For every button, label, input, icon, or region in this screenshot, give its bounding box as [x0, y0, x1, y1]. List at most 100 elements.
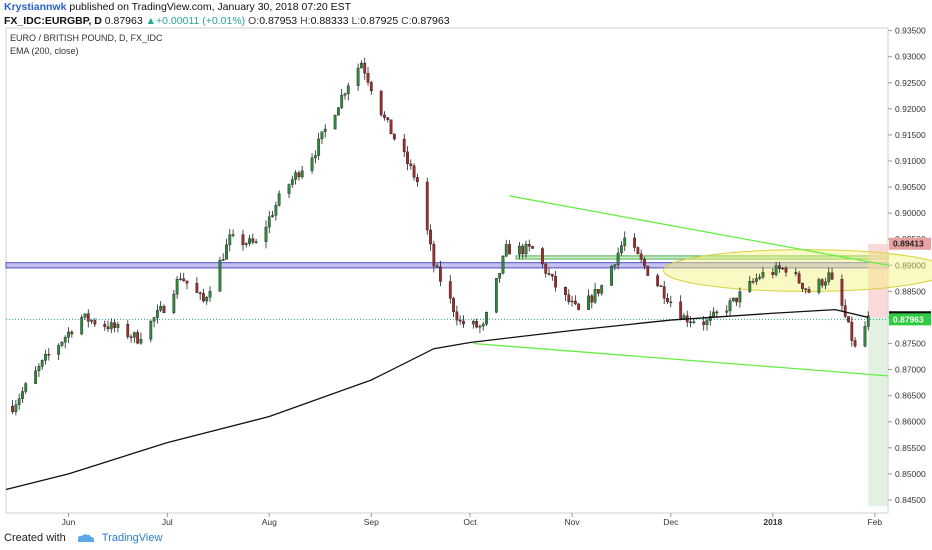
- candle: [37, 366, 41, 372]
- candle: [494, 278, 498, 313]
- candle: [86, 313, 90, 322]
- tradingview-link[interactable]: TradingView: [101, 532, 163, 544]
- candle: [544, 263, 548, 274]
- y-tick-label: 0.85500: [895, 443, 926, 453]
- candle: [817, 279, 821, 293]
- candle: [570, 300, 574, 303]
- highlight-ellipse: [663, 249, 932, 292]
- candle: [21, 391, 24, 399]
- y-tick-label: 0.86500: [895, 391, 926, 401]
- candle: [656, 275, 660, 286]
- candle: [725, 310, 729, 313]
- candle: [425, 181, 429, 231]
- candle: [751, 281, 755, 283]
- x-tick-label: Nov: [564, 517, 580, 527]
- candle: [205, 297, 209, 302]
- candle: [228, 234, 232, 246]
- candle: [244, 243, 248, 245]
- candle: [705, 320, 709, 325]
- price-tag-label: 0.89413: [893, 239, 924, 249]
- price-tag: [889, 313, 931, 326]
- candle: [774, 265, 778, 275]
- candle: [93, 320, 97, 325]
- candle: [80, 317, 84, 335]
- candle: [827, 272, 831, 283]
- candle: [179, 278, 182, 280]
- candle: [633, 237, 636, 248]
- candle: [623, 237, 627, 246]
- candle: [794, 272, 798, 274]
- candle: [801, 282, 804, 289]
- candle: [712, 311, 715, 317]
- candle: [475, 321, 479, 328]
- candle: [432, 243, 436, 267]
- ema-legend: EMA (200, close): [10, 46, 79, 56]
- y-tick-label: 0.84500: [895, 495, 926, 505]
- footer: Created with TradingView: [4, 532, 162, 544]
- y-tick-label: 0.88500: [895, 286, 926, 296]
- open-label: O:: [248, 15, 260, 27]
- candle: [853, 340, 857, 347]
- candle: [136, 332, 140, 344]
- candle: [738, 291, 742, 303]
- candle: [70, 331, 74, 335]
- candle: [300, 170, 304, 178]
- candle: [807, 289, 811, 293]
- candle: [850, 321, 854, 341]
- author-link[interactable]: Krystiannwk: [4, 1, 67, 13]
- open-value: 0.87953: [259, 15, 298, 27]
- candle: [415, 177, 419, 183]
- candle: [294, 172, 298, 180]
- candle: [824, 281, 827, 286]
- x-tick-label: 2018: [763, 517, 782, 527]
- candle: [669, 301, 673, 304]
- close-label: C:: [401, 15, 412, 27]
- candle: [34, 370, 38, 384]
- candle: [389, 119, 393, 135]
- candle: [455, 311, 459, 321]
- candle: [728, 300, 732, 312]
- candle: [139, 339, 143, 344]
- candle: [662, 286, 666, 299]
- y-tick-label: 0.91000: [895, 156, 926, 166]
- candle: [448, 281, 452, 299]
- candle: [702, 321, 706, 325]
- candle: [429, 229, 432, 245]
- candle: [386, 117, 390, 120]
- candle: [360, 62, 363, 69]
- candle: [462, 320, 465, 325]
- candle: [715, 311, 719, 314]
- candle: [761, 272, 765, 278]
- candle: [504, 244, 508, 257]
- candle: [689, 321, 692, 324]
- series-title: EURO / BRITISH POUND, D, FX_IDC: [10, 33, 163, 43]
- candle: [366, 73, 370, 83]
- candle: [63, 337, 67, 343]
- plot-area: [5, 27, 889, 514]
- candle: [14, 404, 18, 413]
- candle: [771, 272, 775, 275]
- candle: [343, 93, 347, 96]
- x-tick-label: Aug: [262, 517, 277, 527]
- y-tick-label: 0.93000: [895, 52, 926, 62]
- change-value: +0.00011 (+0.01%): [156, 15, 246, 27]
- ohlc-bar: FX_IDC:EURGBP, D 0.87963 ▲+0.00011 (+0.0…: [4, 15, 450, 27]
- candle: [679, 301, 683, 320]
- candle: [531, 246, 534, 249]
- candle: [471, 321, 475, 325]
- close-value: 0.87963: [411, 15, 450, 27]
- candle: [590, 295, 594, 303]
- candle: [646, 265, 650, 276]
- candle: [83, 313, 87, 318]
- y-tick-label: 0.93500: [895, 26, 926, 36]
- candle: [498, 272, 502, 279]
- candle: [267, 216, 271, 228]
- candle: [866, 315, 870, 327]
- candle: [731, 297, 735, 301]
- candle: [412, 165, 416, 178]
- candle: [541, 248, 544, 265]
- candle: [17, 398, 21, 405]
- tradingview-logo-icon: [77, 534, 94, 543]
- candle: [524, 244, 528, 255]
